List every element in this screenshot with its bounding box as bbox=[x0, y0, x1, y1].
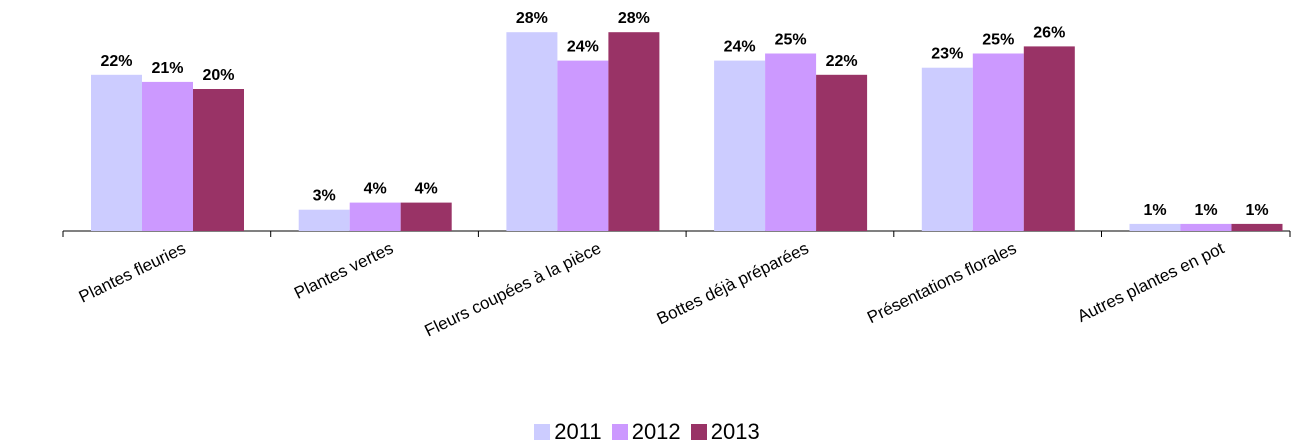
bar-2012 bbox=[972, 53, 1024, 231]
bar-2013 bbox=[816, 74, 868, 231]
bar-2011 bbox=[921, 67, 973, 231]
category-label: Plantes fleuries bbox=[76, 239, 189, 307]
category-label: Présentations florales bbox=[864, 239, 1019, 328]
data-label-2012: 1% bbox=[1194, 202, 1217, 219]
bar-2013 bbox=[400, 202, 452, 231]
data-label-2013: 1% bbox=[1245, 202, 1268, 219]
bar-2012 bbox=[557, 60, 609, 231]
legend-label-2012: 2012 bbox=[631, 419, 681, 444]
legend: 2011 2012 2013 bbox=[0, 419, 1294, 445]
legend-swatch-2013 bbox=[690, 424, 707, 440]
bar-2011 bbox=[714, 60, 766, 231]
bar-2011 bbox=[91, 74, 142, 231]
data-label-2013: 26% bbox=[1033, 24, 1065, 41]
data-label-2013: 4% bbox=[415, 181, 438, 198]
bar-2012 bbox=[1180, 223, 1232, 231]
bar-2013 bbox=[1023, 46, 1075, 232]
bar-2011 bbox=[506, 32, 558, 232]
data-label-2012: 24% bbox=[567, 39, 599, 56]
legend-label-2011: 2011 bbox=[554, 419, 602, 444]
category-label: Fleurs coupées à la pièce bbox=[422, 239, 604, 341]
bar-2012 bbox=[349, 202, 401, 231]
data-label-2012: 4% bbox=[364, 181, 387, 198]
data-label-2011: 28% bbox=[516, 10, 548, 27]
category-label: Autres plantes en pot bbox=[1074, 238, 1227, 326]
bar-2012 bbox=[142, 81, 193, 232]
data-label-2011: 1% bbox=[1143, 202, 1166, 219]
data-label-2012: 21% bbox=[151, 60, 183, 77]
data-label-2011: 22% bbox=[100, 53, 132, 70]
bar-2012 bbox=[765, 53, 817, 231]
bar-chart: 22% 21% 20% Plantes fleuries 3% 4% 4% Plantes v… bbox=[62, 10, 1291, 341]
category-label: Plantes vertes bbox=[291, 239, 396, 303]
data-label-2012: 25% bbox=[982, 32, 1014, 49]
legend-item-2012: 2012 bbox=[611, 419, 681, 445]
bar-2013 bbox=[193, 89, 244, 231]
legend-swatch-2012 bbox=[611, 424, 628, 440]
bar-2013 bbox=[1231, 223, 1283, 231]
data-label-2013: 28% bbox=[618, 10, 650, 27]
bar-2013 bbox=[608, 32, 660, 232]
bar-2011 bbox=[298, 209, 350, 231]
legend-item-2013: 2013 bbox=[690, 419, 760, 445]
data-label-2013: 20% bbox=[202, 67, 234, 84]
legend-label-2013: 2013 bbox=[710, 419, 760, 444]
data-label-2013: 22% bbox=[826, 53, 858, 70]
data-label-2011: 23% bbox=[931, 46, 963, 63]
legend-swatch-2011 bbox=[534, 424, 551, 440]
data-label-2012: 25% bbox=[775, 32, 807, 49]
bar-2011 bbox=[1129, 223, 1181, 231]
category-label: Bottes déjà préparées bbox=[654, 239, 812, 329]
legend-item-2011: 2011 bbox=[534, 419, 602, 445]
data-label-2011: 3% bbox=[313, 188, 336, 205]
data-label-2011: 24% bbox=[724, 39, 756, 56]
